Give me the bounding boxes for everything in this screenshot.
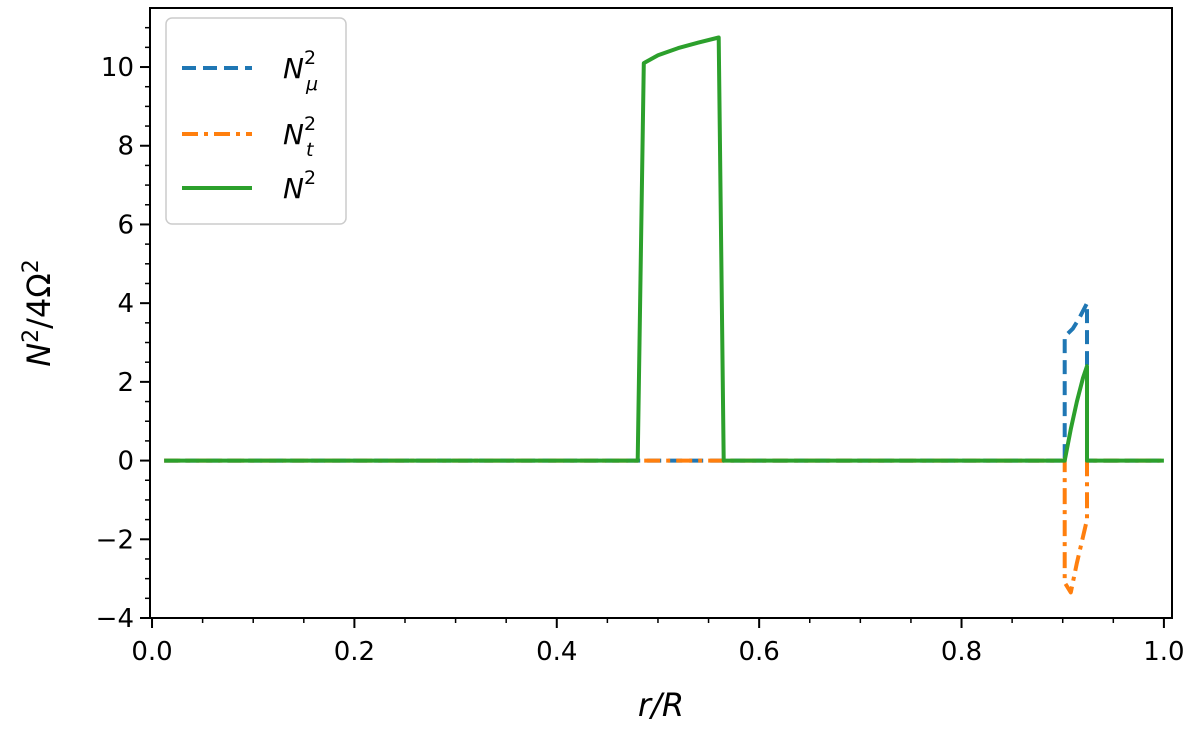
plot-frame: [149, 7, 1173, 619]
x-tick-label: 0.0: [131, 637, 172, 667]
y-tick-label: −4: [96, 604, 134, 634]
legend-label-2: N2: [283, 167, 316, 205]
x-axis-label: r/R: [638, 686, 684, 724]
legend-box: [165, 17, 347, 225]
x-tick-label: 0.6: [738, 637, 779, 667]
series-line-2: [164, 35, 1164, 463]
legend: N2 μ N2 t N2: [165, 17, 347, 225]
x-tick-label: 0.2: [334, 637, 375, 667]
x-tick-label: 1.0: [1143, 637, 1184, 667]
series-line-0: [164, 301, 1164, 463]
x-tick-label: 0.8: [941, 637, 982, 667]
y-tick-label: 4: [117, 289, 134, 319]
y-tick-label: 8: [117, 132, 134, 162]
legend-label-0: N2 μ: [283, 47, 318, 95]
y-tick-label: −2: [96, 525, 134, 555]
series-layer: [164, 35, 1164, 595]
y-tick-label: 6: [117, 210, 134, 240]
y-tick-label: 10: [101, 53, 134, 83]
y-axis-label: N2/4Ω2: [19, 259, 59, 367]
legend-label-1: N2 t: [283, 113, 316, 161]
series-line-1: [164, 458, 1164, 595]
x-tick-label: 0.4: [536, 637, 577, 667]
tick-layer: 0.0 0.2 0.4 0.6 0.8 1.0 −4 −2 0 2 4 6 8 10: [96, 26, 1185, 667]
y-tick-label: 2: [117, 368, 134, 398]
y-tick-label: 0: [117, 447, 134, 477]
